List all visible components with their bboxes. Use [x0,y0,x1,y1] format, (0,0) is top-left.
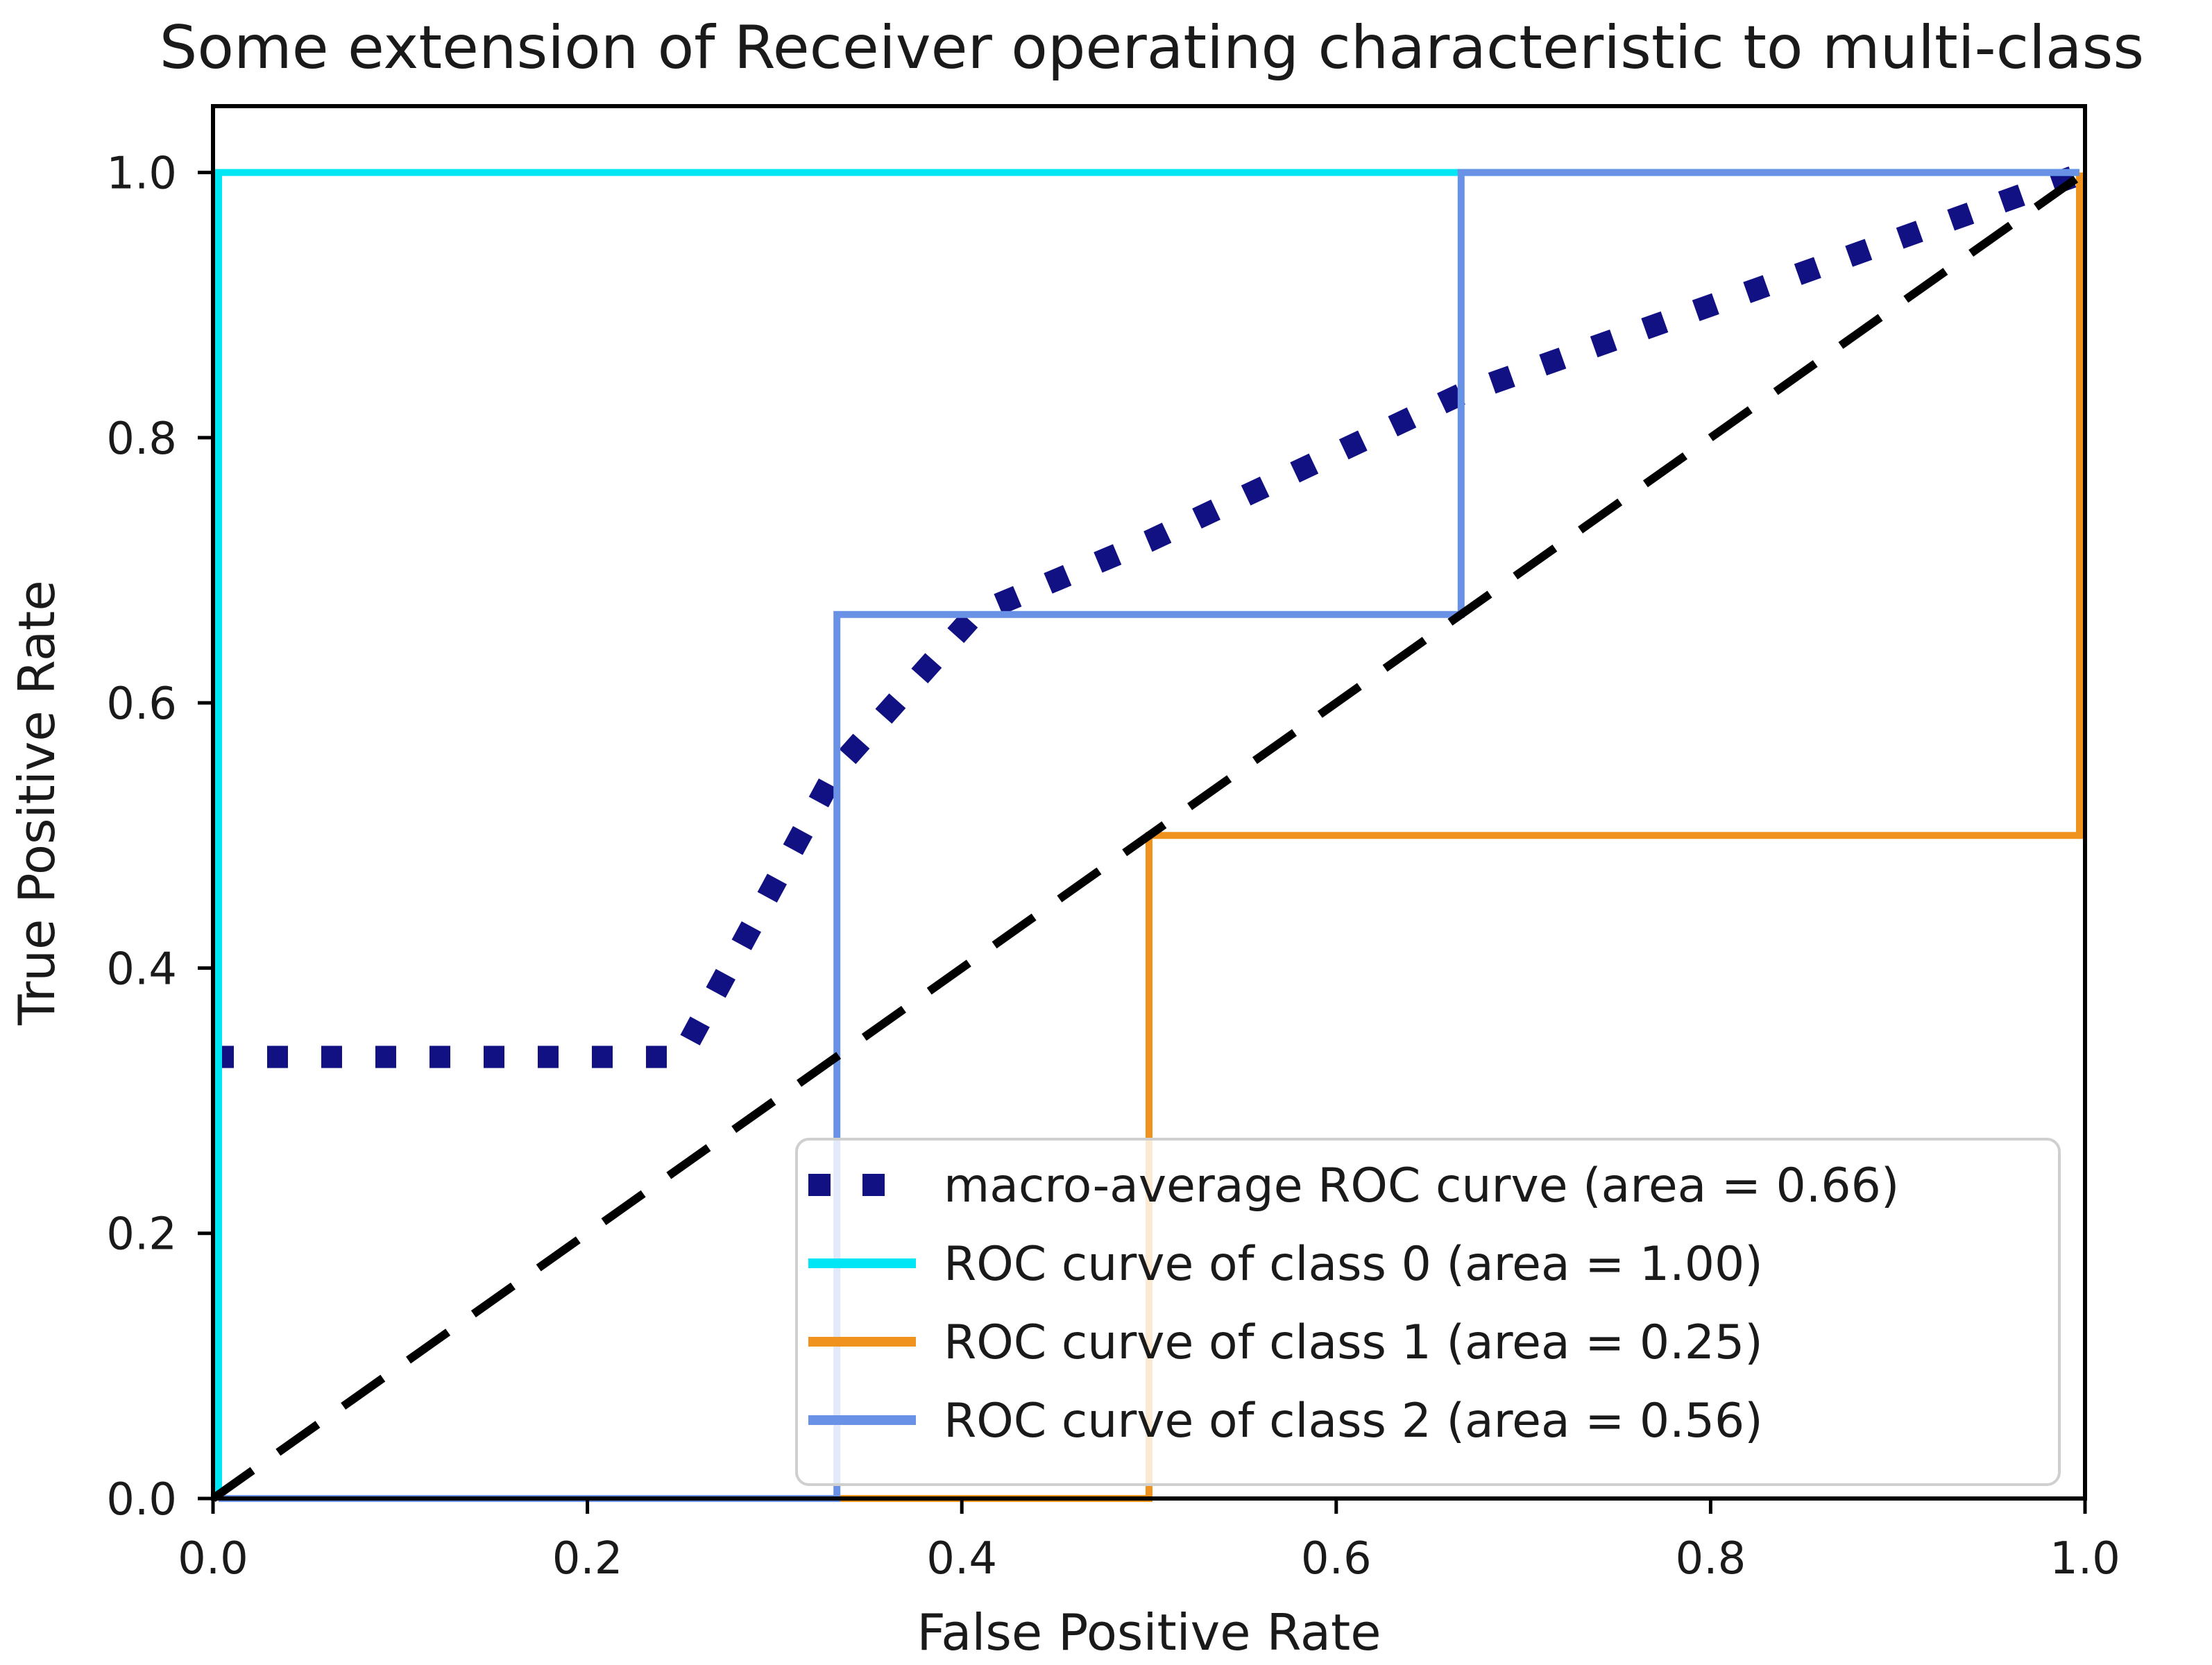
y-tick-label: 0.0 [106,1474,177,1526]
x-axis-label: False Positive Rate [917,1603,1381,1662]
legend-item-label: ROC curve of class 0 (area = 1.00) [944,1237,1763,1292]
legend: macro-average ROC curve (area = 0.66) ROC… [795,1138,2061,1486]
legend-item: macro-average ROC curve (area = 0.66) [808,1159,1899,1213]
y-tick-label: 0.8 [106,413,177,465]
y-tick-label: 1.0 [106,148,177,200]
chart-title: Some extension of Receiver operating cha… [160,13,2144,83]
legend-item-label: ROC curve of class 1 (area = 0.25) [944,1315,1763,1370]
legend-item: ROC curve of class 0 (area = 1.00) [808,1237,1763,1292]
legend-item: ROC curve of class 2 (area = 0.56) [808,1394,1763,1449]
legend-item-label: macro-average ROC curve (area = 0.66) [944,1159,1899,1213]
chance-diagonal-line [210,169,2088,1502]
axes-frame [211,104,2087,1501]
legend-item: ROC curve of class 1 (area = 0.25) [808,1315,1763,1370]
y-axis-label: True Positive Rate [8,580,66,1025]
legend-box [795,1138,2061,1486]
x-tick-label: 0.8 [1676,1533,1746,1585]
x-tick-label: 0.6 [1301,1533,1372,1585]
y-tick-label: 0.4 [106,944,177,995]
y-tick-label: 0.6 [106,678,177,730]
x-tick-label: 0.0 [178,1533,248,1585]
ticks-layer: 0.0 0.2 0.4 0.6 0.8 1.0 0.0 0.2 0.4 0.6 0.8 1.0 [106,148,2120,1585]
legend-item-label: ROC curve of class 2 (area = 0.56) [944,1394,1763,1449]
x-tick-label: 0.2 [552,1533,623,1585]
y-tick-label: 0.2 [106,1209,177,1261]
x-tick-label: 0.4 [926,1533,997,1585]
x-tick-label: 1.0 [2050,1533,2120,1585]
